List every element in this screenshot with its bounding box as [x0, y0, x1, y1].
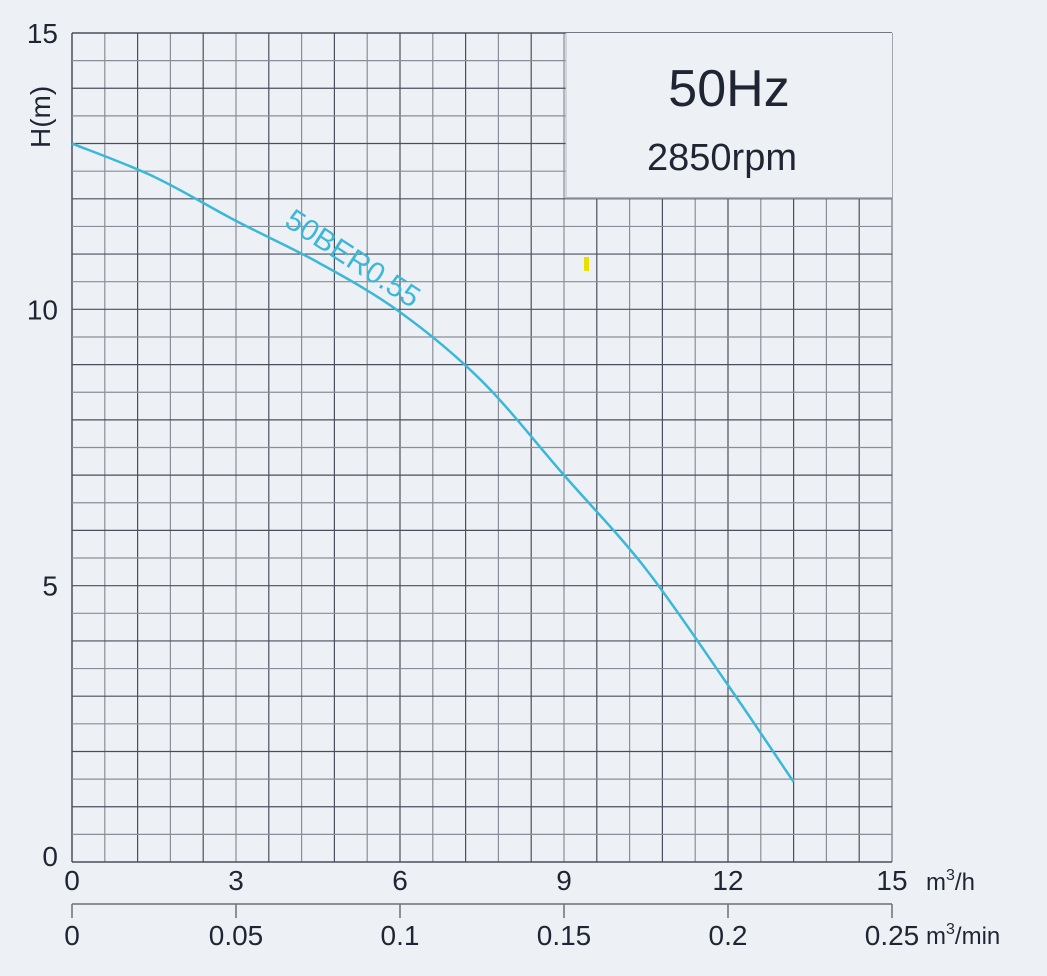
y-tick-label: 5: [42, 571, 58, 602]
curves: [71, 142, 795, 783]
x2-tick-label: 0.15: [537, 920, 592, 951]
x2-tick-label: 0.1: [381, 920, 420, 951]
x2-tick-label: 0.2: [709, 920, 748, 951]
x2-tick-label: 0.05: [209, 920, 264, 951]
x-tick-label: 0: [64, 865, 80, 896]
x2-tick-label: 0: [64, 920, 80, 951]
info-box: [566, 33, 892, 198]
x-tick-label: 6: [392, 865, 408, 896]
speed-label: 2850rpm: [647, 137, 797, 179]
x-axis-unit: m3/h: [926, 867, 975, 896]
x2-axis-unit: m3/min: [926, 921, 1000, 950]
x-tick-label: 12: [712, 865, 743, 896]
x-tick-label: 15: [876, 865, 907, 896]
y-tick-label: 0: [42, 841, 58, 872]
x-tick-label: 3: [228, 865, 244, 896]
y-tick-label: 15: [27, 18, 58, 49]
y-axis-label: H(m): [25, 86, 56, 148]
frequency-label: 50Hz: [668, 60, 789, 118]
yellow-marker: [584, 257, 589, 271]
x-ticks: 0 3 6 9 12 15: [64, 865, 907, 896]
series-curve: [71, 142, 795, 783]
y-ticks: 0 5 10 15: [27, 18, 58, 872]
x-tick-label: 9: [556, 865, 572, 896]
secondary-x-ticks: 0 0.05 0.1 0.15 0.2 0.25: [64, 904, 919, 951]
y-tick-label: 10: [27, 294, 58, 325]
grid: [71, 32, 893, 863]
x2-tick-label: 0.25: [865, 920, 920, 951]
